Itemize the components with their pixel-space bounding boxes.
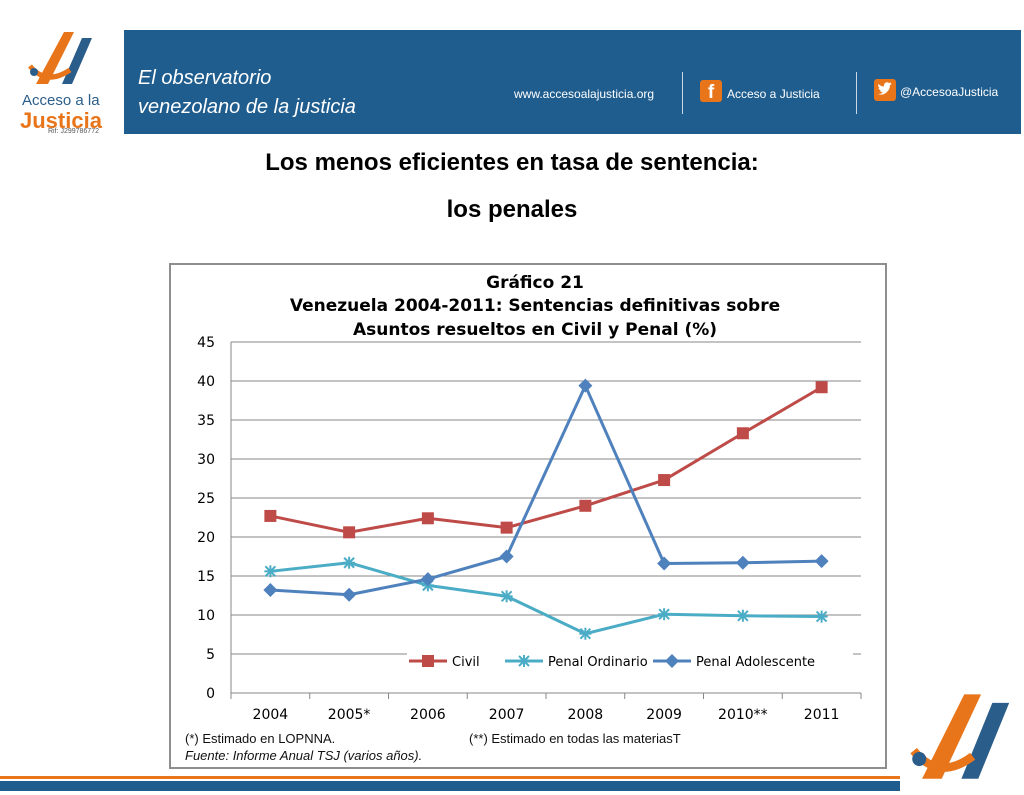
data-point-civil <box>736 427 749 440</box>
data-point-penal-ordinario <box>736 609 749 622</box>
page-subtitle: los penales <box>446 196 578 223</box>
legend-background <box>407 653 853 669</box>
x-tick-label: 2007 <box>489 707 525 723</box>
chart-note-2: (**) Estimado en todas las materiasT <box>469 731 681 746</box>
line-chart: Gráfico 21 Venezuela 2004-2011: Sentenci… <box>197 273 862 723</box>
x-tick-label: 2006 <box>410 707 446 723</box>
page-title: Los menos eficientes en tasa de sentenci… <box>265 149 759 176</box>
tagline-line1: El observatorio <box>138 67 272 89</box>
data-point-civil <box>815 381 828 394</box>
y-tick-label: 40 <box>197 374 215 390</box>
data-point-civil <box>421 512 434 525</box>
data-point-penal-ordinario <box>658 608 671 621</box>
separator <box>682 72 683 114</box>
website-link[interactable]: www.accesoalajusticia.org <box>514 87 655 101</box>
logo-rif: Rif: J299786772 <box>48 128 99 135</box>
tagline-line2: venezolano de la justicia <box>138 96 356 118</box>
data-point-civil <box>343 526 356 539</box>
data-point-penal-adolescente <box>735 555 750 570</box>
data-point-penal-ordinario <box>343 556 356 569</box>
chart-note-1: (*) Estimado en LOPNNA. <box>185 731 336 746</box>
legend-label-penal-ordinario: Penal Ordinario <box>548 655 648 670</box>
twitter-link[interactable]: @AccesoaJusticia <box>900 85 999 99</box>
data-point-civil <box>658 474 671 487</box>
series-line-civil <box>270 385 823 534</box>
legend-label-penal-adolescente: Penal Adolescente <box>696 655 815 670</box>
data-point-penal-adolescente <box>814 554 829 569</box>
y-tick-label: 0 <box>206 686 215 702</box>
series-line-penal-ordinario <box>270 561 822 636</box>
data-point-penal-adolescente <box>499 549 514 564</box>
data-point-civil <box>500 521 513 534</box>
logo-mark-icon <box>28 32 92 84</box>
data-point-penal-adolescente <box>578 378 593 393</box>
twitter-icon[interactable] <box>874 79 896 101</box>
chart-title-line1: Gráfico 21 <box>486 273 584 293</box>
data-point-penal-ordinario <box>264 565 277 578</box>
footer-orange-bar <box>0 776 900 779</box>
header-banner: El observatorio venezolano de la justici… <box>124 30 1021 134</box>
x-tick-label: 2011 <box>804 707 840 723</box>
y-tick-label: 20 <box>197 530 215 546</box>
data-point-civil <box>579 499 592 512</box>
chart-source: Fuente: Informe Anual TSJ (varios años). <box>185 748 423 763</box>
data-point-penal-adolescente <box>263 583 278 598</box>
separator <box>856 72 857 114</box>
legend-marker-penal-adolescente <box>665 654 679 668</box>
chart-panel: Gráfico 21 Venezuela 2004-2011: Sentenci… <box>169 263 887 769</box>
legend-marker-civil <box>422 655 434 667</box>
y-tick-label: 10 <box>197 608 215 624</box>
data-point-penal-ordinario <box>500 590 513 603</box>
y-tick-label: 30 <box>197 452 215 468</box>
chart-title-line3: Asuntos resueltos en Civil y Penal (%) <box>353 320 717 340</box>
data-point-penal-adolescente <box>342 587 357 602</box>
y-tick-label: 25 <box>197 491 215 507</box>
series-line-penal-adolescente <box>270 384 822 597</box>
legend-marker-penal-ordinario <box>518 655 530 667</box>
data-point-penal-adolescente <box>657 556 672 571</box>
logo-text-line1: Acceso a la <box>22 92 100 109</box>
data-point-civil <box>264 509 277 522</box>
y-tick-label: 15 <box>197 569 215 585</box>
x-tick-label: 2004 <box>253 707 289 723</box>
y-tick-label: 5 <box>206 647 215 663</box>
footer-blue-bar <box>0 781 900 791</box>
acceso-justicia-logo: Acceso a la Justicia Rif: J299786772 <box>14 26 114 138</box>
y-tick-label: 45 <box>197 335 215 351</box>
footer-logo-icon <box>908 686 1012 795</box>
tagline: El observatorio venezolano de la justici… <box>138 64 356 122</box>
data-point-penal-ordinario <box>579 627 592 640</box>
data-point-penal-adolescente <box>420 572 435 587</box>
data-point-penal-ordinario <box>815 610 828 623</box>
x-tick-label: 2009 <box>646 707 682 723</box>
x-tick-label: 2005* <box>328 707 371 723</box>
x-tick-label: 2008 <box>568 707 604 723</box>
legend-label-civil: Civil <box>452 655 480 670</box>
facebook-link[interactable]: Acceso a Justicia <box>727 87 820 101</box>
x-tick-label: 2010** <box>718 707 768 723</box>
logo-text-line2: Justicia <box>20 108 102 133</box>
chart-title-line2: Venezuela 2004-2011: Sentencias definiti… <box>290 296 780 316</box>
y-tick-label: 35 <box>197 413 215 429</box>
facebook-icon[interactable]: f <box>700 80 722 102</box>
